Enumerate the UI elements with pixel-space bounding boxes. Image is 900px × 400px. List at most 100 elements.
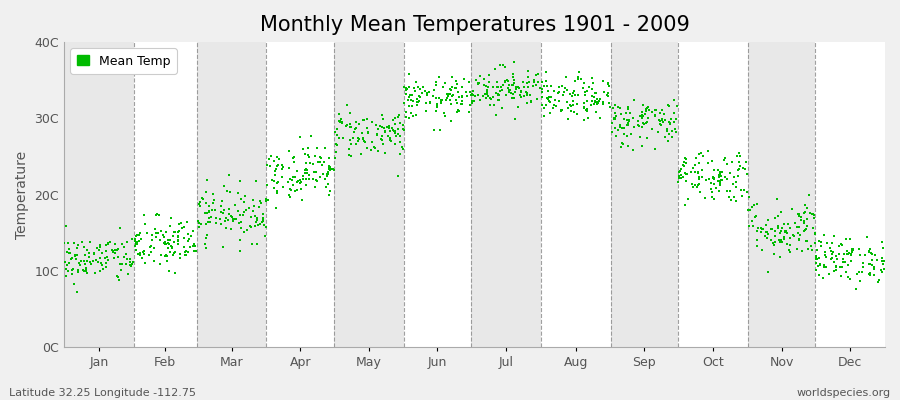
Point — [704, 180, 718, 186]
Point — [176, 235, 191, 242]
Point — [166, 229, 181, 235]
Point — [695, 167, 709, 174]
Point — [746, 223, 760, 229]
Point — [774, 208, 788, 215]
Bar — [197, 42, 266, 347]
Point — [391, 173, 405, 179]
Point — [237, 228, 251, 235]
Title: Monthly Mean Temperatures 1901 - 2009: Monthly Mean Temperatures 1901 - 2009 — [259, 15, 689, 35]
Point — [137, 248, 151, 254]
Point — [268, 172, 283, 178]
Point — [260, 182, 274, 188]
Point — [493, 84, 508, 90]
Point — [486, 84, 500, 90]
Point — [373, 123, 387, 130]
Y-axis label: Temperature: Temperature — [15, 150, 29, 239]
Bar — [748, 42, 815, 347]
Point — [476, 93, 491, 100]
Point — [716, 157, 731, 163]
Point — [316, 171, 330, 178]
Point — [79, 270, 94, 276]
Point — [385, 127, 400, 133]
Point — [612, 104, 626, 111]
Point — [778, 234, 792, 240]
Point — [428, 79, 443, 86]
Point — [817, 248, 832, 255]
Point — [614, 111, 628, 117]
Point — [679, 178, 693, 185]
Point — [356, 135, 371, 141]
Point — [167, 239, 182, 245]
Point — [605, 129, 619, 135]
Point — [481, 84, 495, 90]
Point — [824, 248, 839, 255]
Point — [578, 88, 592, 95]
Point — [243, 222, 257, 229]
Point — [219, 215, 233, 221]
Point — [677, 159, 691, 166]
Point — [574, 76, 589, 82]
Point — [644, 109, 659, 115]
Point — [444, 117, 458, 124]
Point — [808, 230, 823, 237]
Point — [572, 68, 586, 75]
Point — [232, 178, 247, 184]
Point — [706, 194, 720, 200]
Point — [111, 246, 125, 252]
Bar — [64, 42, 134, 347]
Point — [554, 106, 569, 113]
Point — [237, 209, 251, 215]
Point — [834, 241, 849, 248]
Point — [403, 110, 418, 116]
Point — [660, 128, 674, 134]
Point — [636, 120, 651, 126]
Point — [395, 125, 410, 132]
Point — [480, 88, 494, 95]
Point — [452, 94, 466, 100]
Point — [621, 120, 635, 126]
Point — [164, 243, 178, 249]
Point — [145, 232, 159, 239]
Point — [135, 255, 149, 261]
Point — [129, 246, 143, 253]
Point — [83, 259, 97, 265]
Point — [257, 222, 272, 228]
Point — [258, 224, 273, 230]
Point — [450, 80, 464, 87]
Point — [764, 226, 778, 232]
Point — [523, 92, 537, 98]
Point — [225, 214, 239, 220]
Point — [158, 240, 172, 247]
Point — [193, 199, 207, 205]
Point — [508, 116, 522, 122]
Point — [343, 110, 357, 116]
Point — [423, 99, 437, 105]
Point — [708, 184, 723, 191]
Point — [394, 144, 409, 150]
Point — [658, 134, 672, 140]
Point — [78, 265, 93, 272]
Point — [634, 114, 649, 121]
Point — [688, 154, 703, 161]
Point — [381, 133, 395, 139]
Point — [214, 221, 229, 227]
Point — [286, 174, 301, 180]
Point — [822, 270, 836, 277]
Point — [870, 257, 885, 264]
Point — [465, 88, 480, 94]
Point — [128, 242, 142, 249]
Point — [150, 211, 165, 217]
Point — [577, 105, 591, 112]
Point — [669, 129, 683, 136]
Point — [613, 122, 627, 128]
Point — [600, 92, 615, 98]
Point — [816, 264, 831, 270]
Point — [538, 78, 553, 84]
Point — [702, 176, 716, 182]
Point — [833, 273, 848, 279]
Point — [201, 219, 215, 225]
Point — [812, 272, 826, 279]
Point — [454, 101, 469, 108]
Point — [331, 135, 346, 141]
Point — [455, 84, 470, 91]
